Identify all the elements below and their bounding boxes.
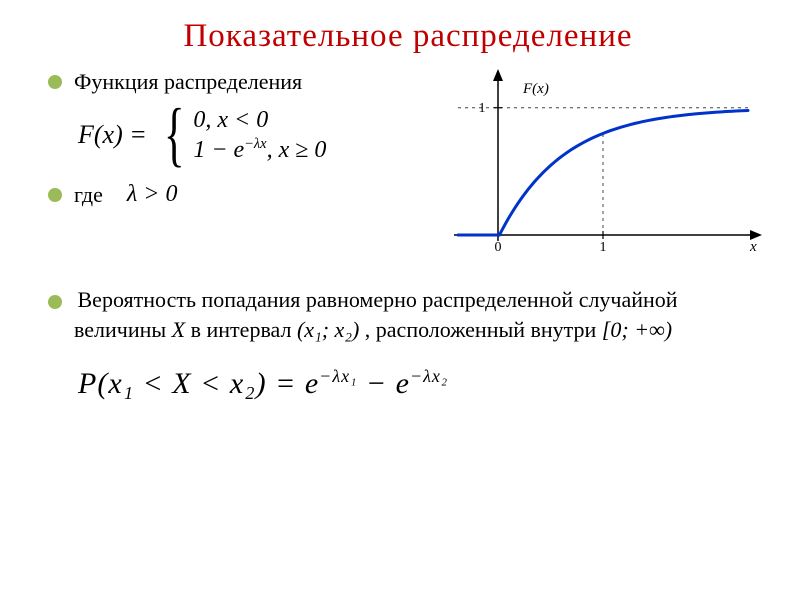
bullet-icon: [48, 75, 62, 89]
cdf-chart: 0 1 1 F(x) x: [438, 65, 768, 275]
where-label: где: [74, 182, 103, 208]
bullet-icon: [48, 295, 62, 309]
bullet-icon: [48, 188, 62, 202]
bullet-text-1: Функция распределения: [74, 69, 302, 95]
lambda-condition: λ > 0: [127, 181, 178, 208]
domain-interval: [0; +∞): [602, 317, 672, 342]
formula-case-2: 1 − e−λx, x ≥ 0: [193, 135, 326, 165]
var-x: X: [172, 317, 185, 342]
distribution-formula: F(x) = { 0, x < 0 1 − e−λx, x ≥ 0: [78, 105, 428, 165]
slide-title: Показательное распределение: [48, 18, 768, 55]
probability-text-suffix: , расположенный внутри: [359, 317, 602, 342]
svg-text:0: 0: [495, 240, 502, 255]
probability-formula: P(x₁ < X < x₂) = e−λx₁ − e−λx₂: [78, 366, 768, 401]
interval-x1x2: (x₁; x₂): [297, 317, 359, 342]
formula-lhs: F(x) =: [78, 120, 147, 150]
svg-text:x: x: [749, 239, 757, 255]
svg-text:1: 1: [600, 240, 607, 255]
brace-icon: {: [164, 115, 185, 155]
svg-text:1: 1: [479, 101, 486, 116]
formula-case-1: 0, x < 0: [193, 105, 326, 135]
probability-text-mid: в интервал: [185, 317, 297, 342]
svg-text:F(x): F(x): [522, 81, 549, 97]
